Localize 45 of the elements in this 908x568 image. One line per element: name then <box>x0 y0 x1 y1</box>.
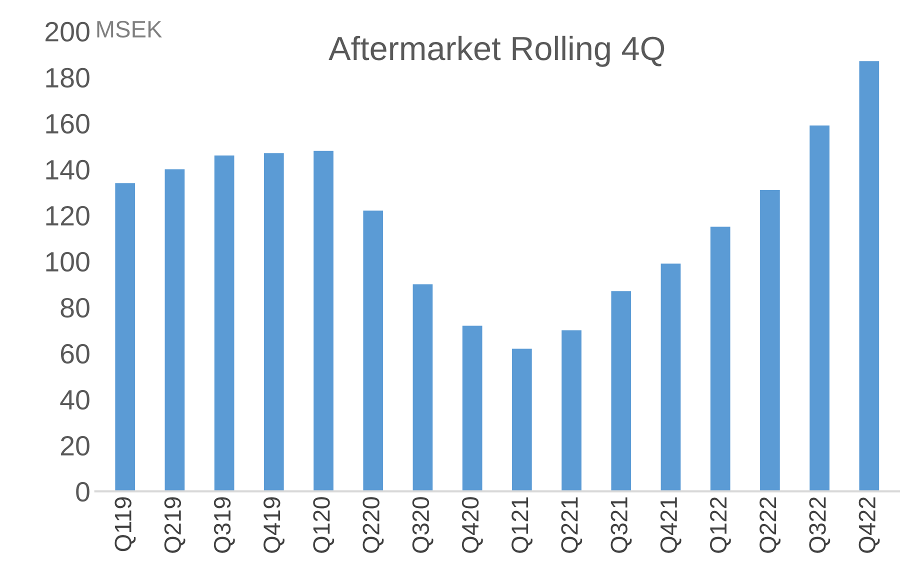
x-tick-label: Q419 <box>264 497 284 553</box>
bar <box>314 150 334 492</box>
x-tick-label: Q321 <box>610 497 632 553</box>
bar <box>810 126 830 492</box>
x-tick-label: Q121 <box>512 497 532 553</box>
y-tick-label: 200 <box>46 22 90 42</box>
bar <box>611 291 632 492</box>
x-tick-label: Q120 <box>313 497 334 553</box>
y-tick-label: 80 <box>60 298 90 318</box>
bar <box>115 183 136 492</box>
x-tick-label: Q322 <box>809 497 830 553</box>
bar <box>859 61 880 492</box>
y-tick-label: 0 <box>76 482 90 502</box>
y-tick-label: 40 <box>60 390 90 410</box>
x-tick-label: Q122 <box>710 497 731 553</box>
y-tick-label: 100 <box>46 252 90 272</box>
x-tick-label: Q221 <box>561 497 582 553</box>
y-tick-label: 120 <box>46 206 90 226</box>
bar <box>562 330 582 492</box>
bar <box>710 226 730 492</box>
bar <box>164 169 185 492</box>
chart-title: Aftermarket Rolling 4Q <box>328 36 664 67</box>
x-tick-label: Q420 <box>462 497 483 553</box>
y-tick-label: 180 <box>46 68 90 88</box>
bar <box>660 264 681 492</box>
bar <box>512 348 532 492</box>
x-tick-label: Q119 <box>114 497 136 552</box>
y-tick-label: 20 <box>60 436 90 456</box>
bar <box>760 190 780 492</box>
x-tick-label: Q220 <box>362 497 384 553</box>
x-tick-label: Q222 <box>760 497 781 553</box>
bar <box>264 153 284 492</box>
x-tick-label: Q421 <box>660 497 682 553</box>
x-tick-label: Q422 <box>858 497 880 553</box>
bar <box>214 155 234 492</box>
bar <box>462 326 482 492</box>
bar <box>412 284 433 492</box>
y-axis-title: MSEK <box>97 20 162 38</box>
x-tick-label: Q320 <box>412 497 434 553</box>
x-tick-label: Q219 <box>164 497 186 553</box>
y-tick-label: 60 <box>60 344 90 364</box>
y-tick-label: 160 <box>46 114 90 134</box>
bar <box>363 210 384 492</box>
x-tick-label: Q319 <box>214 497 235 553</box>
y-tick-label: 140 <box>46 160 90 180</box>
